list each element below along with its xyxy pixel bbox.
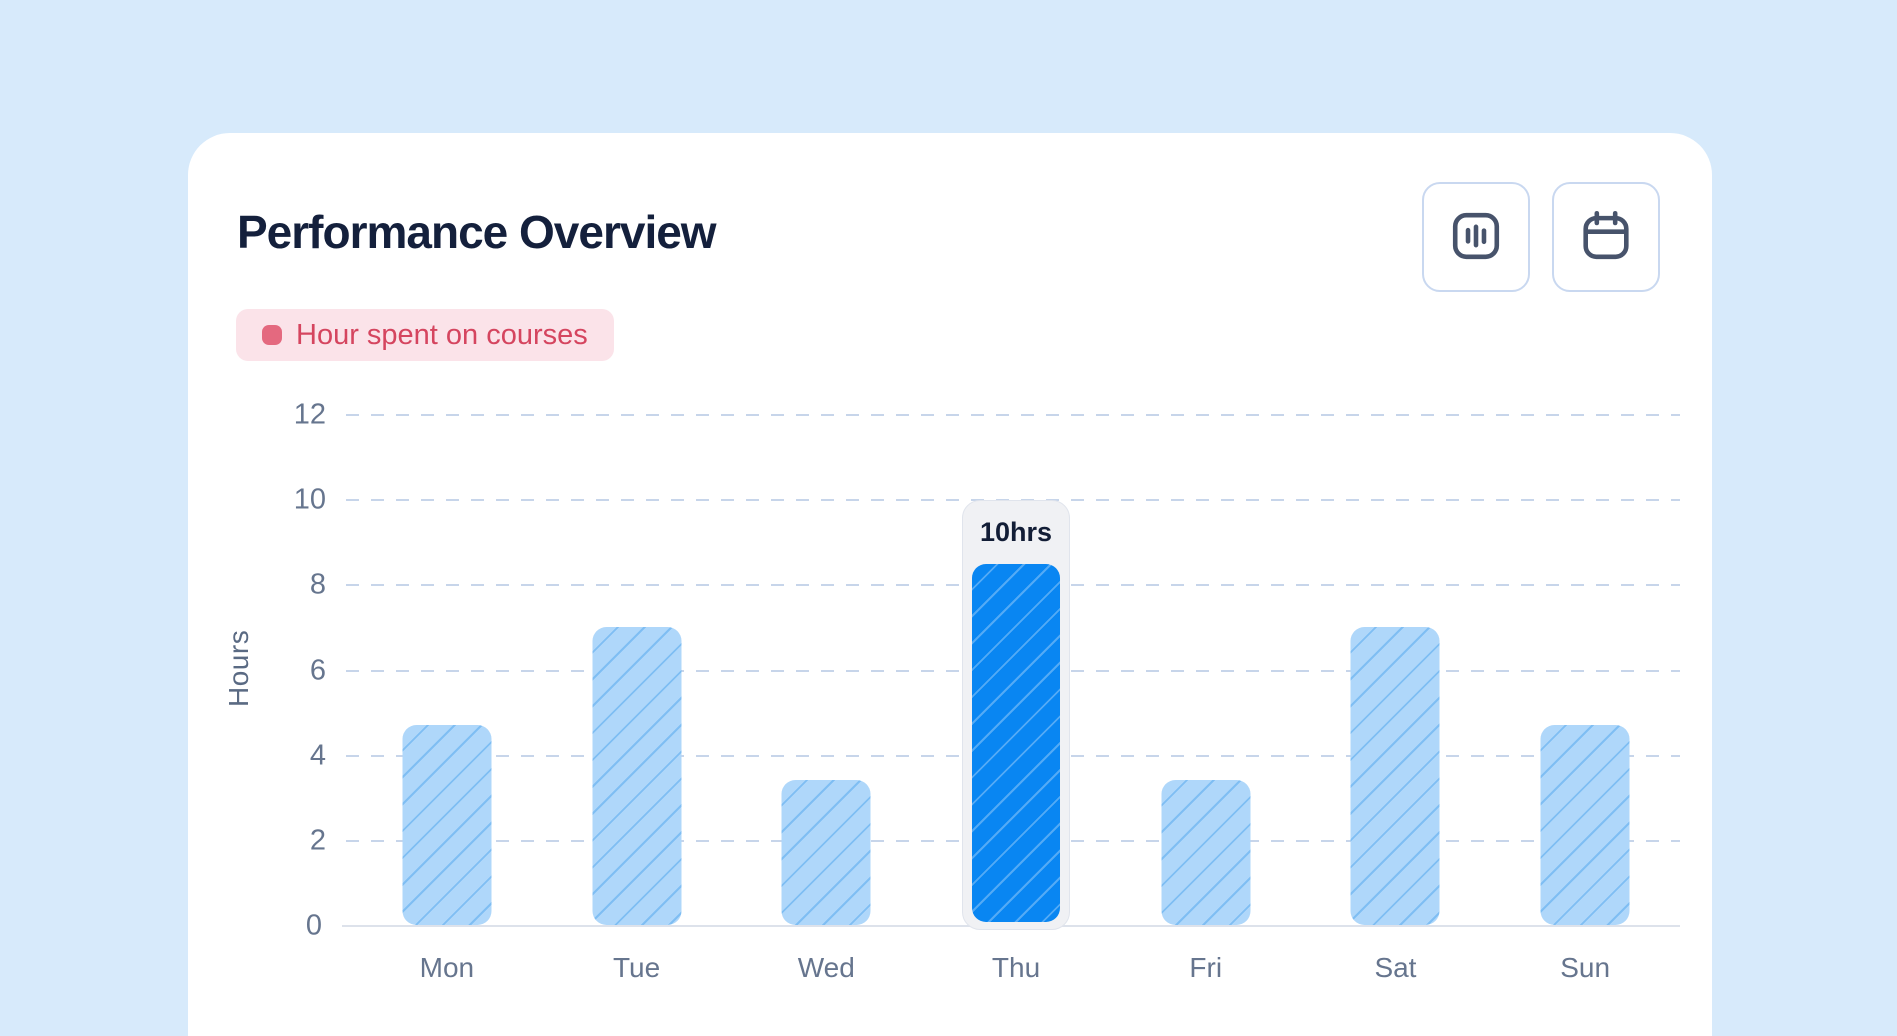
y-tick-label: 4 <box>309 739 326 772</box>
chart-view-button[interactable] <box>1422 182 1530 292</box>
toolbar <box>1422 182 1660 292</box>
x-axis-label-sat: Sat <box>1374 952 1417 983</box>
column-chart-icon <box>1447 207 1505 268</box>
bar-slot-fri: Fri <box>1111 415 1301 983</box>
highlight-container: 10hrs <box>962 500 1071 930</box>
x-axis-label-mon: Mon <box>419 952 475 983</box>
bar-slot-tue: Tue <box>542 415 732 983</box>
plot-area: 0 2 4 6 8 10 12 Mon Tue Wed 10hrs Thu Fri Sat Sun <box>294 399 1680 983</box>
bar-slot-thu: 10hrs Thu <box>921 415 1111 983</box>
bar-fri[interactable] <box>1161 780 1251 925</box>
bar-tue[interactable] <box>592 627 682 925</box>
bar-slot-wed: Wed <box>731 415 921 983</box>
x-axis-label-fri: Fri <box>1189 952 1223 983</box>
bar-slot-sun: Sun <box>1490 415 1680 983</box>
y-tick-label: 10 <box>293 483 326 516</box>
bar-thu[interactable] <box>972 564 1061 922</box>
bar-slot-mon: Mon <box>352 415 542 983</box>
bar-mon[interactable] <box>402 725 492 925</box>
performance-card: Performance Overview Hour spent on cours… <box>188 133 1712 1036</box>
x-axis-label-tue: Tue <box>612 952 661 983</box>
legend-label: Hour spent on courses <box>296 318 588 351</box>
bar-slot-sat: Sat <box>1301 415 1491 983</box>
y-axis-label: Hours <box>223 629 254 707</box>
y-tick-label: 8 <box>309 568 326 601</box>
x-axis-label-wed: Wed <box>797 952 855 983</box>
calendar-button[interactable] <box>1552 182 1660 292</box>
x-axis-label-sun: Sun <box>1560 952 1611 983</box>
legend-dot-icon <box>262 325 282 345</box>
bar-sat[interactable] <box>1350 627 1440 925</box>
page-title: Performance Overview <box>237 206 717 258</box>
y-tick-label: 2 <box>309 824 326 857</box>
y-tick-label: 0 <box>305 909 322 942</box>
calendar-icon <box>1577 207 1635 268</box>
y-tick-label: 6 <box>309 654 326 686</box>
bar-wed[interactable] <box>781 780 871 925</box>
highlight-value-label: 10hrs <box>979 517 1053 547</box>
x-axis-label-thu: Thu <box>991 952 1041 983</box>
chart: Hours 0 2 4 6 8 10 12 Mon Tue Wed 10hrs Thu Fri Sat Su… <box>188 133 1712 1036</box>
bar-sun[interactable] <box>1540 725 1630 925</box>
y-tick-label: 12 <box>293 398 326 431</box>
legend-badge: Hour spent on courses <box>236 309 614 361</box>
